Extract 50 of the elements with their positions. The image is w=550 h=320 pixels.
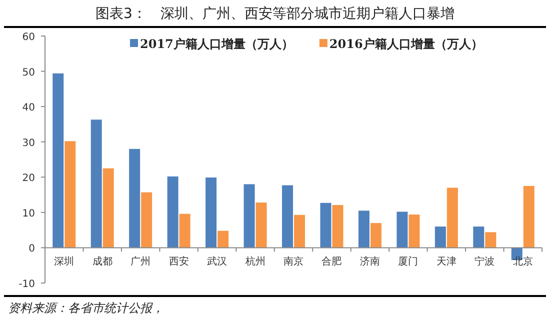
x-tick-label: 杭州	[244, 256, 266, 268]
bar	[332, 205, 344, 248]
bar	[320, 202, 332, 248]
bar	[206, 177, 217, 248]
bar	[102, 168, 114, 248]
bar	[141, 192, 152, 248]
bar	[64, 141, 76, 248]
x-tick-label: 宁波	[474, 256, 495, 268]
y-tick-label: -10	[18, 279, 35, 290]
bar	[446, 188, 458, 248]
chart-title: 图表3： 深圳、广州、西安等部分城市近期户籍人口暴增	[96, 6, 454, 22]
text: 资料来源：各省市统计公报，	[8, 301, 164, 315]
x-tick-label: 深圳	[54, 256, 74, 268]
x-tick-label: 合肥	[322, 256, 342, 268]
bar	[358, 210, 370, 248]
bar	[523, 186, 534, 248]
y-tick-label: 60	[22, 32, 35, 43]
bar	[90, 120, 102, 248]
bar	[244, 184, 255, 248]
y-tick-label: 10	[22, 208, 35, 220]
y-tick-label: 30	[22, 138, 35, 149]
bar	[52, 73, 64, 248]
x-tick-label: 南京	[284, 256, 304, 268]
x-tick-label: 成都	[92, 256, 112, 268]
y-tick-label: 20	[22, 173, 35, 184]
bar	[256, 202, 267, 248]
bar	[167, 176, 178, 248]
bar	[218, 230, 229, 248]
bar	[370, 223, 382, 248]
bar	[179, 214, 190, 248]
bar	[129, 148, 140, 248]
y-tick-label: 0	[28, 244, 35, 255]
x-tick-label: 厦门	[398, 256, 418, 268]
bar	[282, 185, 293, 248]
legend-label: 2017户籍人口增量（万人）	[140, 37, 294, 51]
x-tick-label: 广州	[130, 256, 151, 268]
bar	[396, 212, 408, 248]
legend-label: 2016户籍人口增量（万人）	[329, 37, 483, 51]
x-tick-label: 天津	[436, 256, 456, 268]
x-tick-label: 北京	[512, 256, 533, 268]
x-tick-label: 西安	[168, 256, 189, 268]
y-tick-label: 40	[22, 102, 35, 114]
x-tick-label: 济南	[360, 256, 380, 268]
y-tick-label: 50	[22, 67, 35, 78]
bar	[434, 226, 446, 248]
bar	[408, 214, 420, 248]
bar	[294, 214, 305, 248]
bar	[485, 232, 496, 248]
bar	[473, 226, 484, 248]
x-tick-label: 武汉	[207, 256, 228, 268]
